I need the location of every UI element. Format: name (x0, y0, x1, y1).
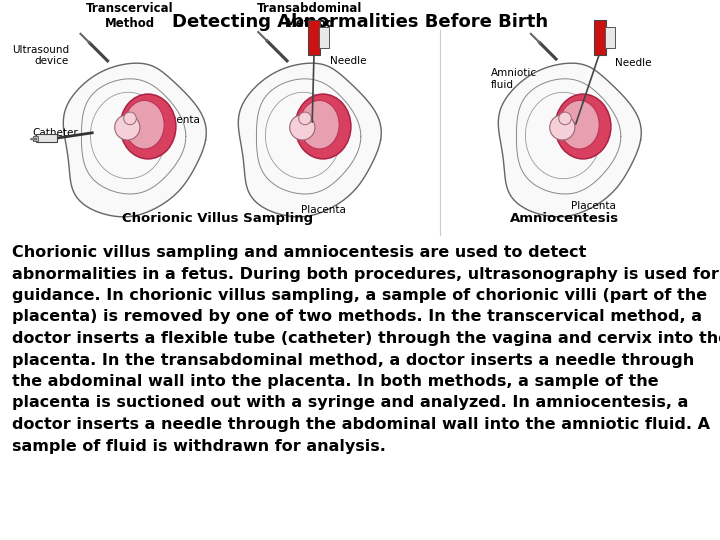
Text: Placenta: Placenta (572, 201, 616, 211)
Polygon shape (63, 63, 206, 217)
FancyBboxPatch shape (308, 20, 320, 55)
Ellipse shape (559, 100, 599, 149)
Text: Transcervical
Method: Transcervical Method (86, 2, 174, 30)
Text: Detecting Abnormalities Before Birth: Detecting Abnormalities Before Birth (172, 13, 548, 31)
Circle shape (114, 115, 140, 140)
Text: Catheter: Catheter (33, 128, 78, 138)
Circle shape (549, 115, 575, 140)
Text: Placenta: Placenta (300, 205, 346, 215)
Text: Amniocentesis: Amniocentesis (510, 212, 620, 225)
Text: Needle: Needle (616, 58, 652, 69)
FancyBboxPatch shape (595, 20, 606, 55)
FancyBboxPatch shape (36, 134, 57, 143)
FancyBboxPatch shape (606, 27, 615, 48)
Text: the abdominal wall into the placenta. In both methods, a sample of the: the abdominal wall into the placenta. In… (12, 374, 659, 389)
Ellipse shape (555, 94, 611, 159)
Polygon shape (30, 138, 37, 140)
Text: Chorionic villus sampling and amniocentesis are used to detect: Chorionic villus sampling and amniocente… (12, 245, 586, 260)
Text: Needle: Needle (330, 56, 366, 66)
Text: doctor inserts a flexible tube (catheter) through the vagina and cervix into the: doctor inserts a flexible tube (catheter… (12, 331, 720, 346)
Text: placenta) is removed by one of two methods. In the transcervical method, a: placenta) is removed by one of two metho… (12, 309, 702, 325)
Circle shape (299, 112, 311, 125)
Text: guidance. In chorionic villus sampling, a sample of chorionic villi (part of the: guidance. In chorionic villus sampling, … (12, 288, 707, 303)
Polygon shape (498, 63, 642, 217)
FancyBboxPatch shape (319, 27, 329, 48)
Text: Transabdominal
Method: Transabdominal Method (257, 2, 363, 30)
FancyBboxPatch shape (32, 136, 37, 140)
Circle shape (289, 115, 315, 140)
Text: Amniotic
fluid: Amniotic fluid (491, 68, 537, 90)
Text: placenta is suctioned out with a syringe and analyzed. In amniocentesis, a: placenta is suctioned out with a syringe… (12, 395, 688, 410)
Text: doctor inserts a needle through the abdominal wall into the amniotic fluid. A: doctor inserts a needle through the abdo… (12, 417, 710, 432)
Ellipse shape (125, 100, 164, 149)
Polygon shape (238, 63, 382, 217)
Text: Ultrasound
device: Ultrasound device (12, 45, 69, 66)
Text: sample of fluid is withdrawn for analysis.: sample of fluid is withdrawn for analysi… (12, 438, 386, 454)
Text: Placenta: Placenta (156, 115, 200, 125)
Circle shape (559, 112, 571, 125)
Text: abnormalities in a fetus. During both procedures, ultrasonography is used for: abnormalities in a fetus. During both pr… (12, 267, 719, 281)
Circle shape (124, 112, 136, 125)
Ellipse shape (295, 94, 351, 159)
Ellipse shape (300, 100, 339, 149)
Ellipse shape (120, 94, 176, 159)
Text: placenta. In the transabdominal method, a doctor inserts a needle through: placenta. In the transabdominal method, … (12, 353, 694, 368)
Text: Chorionic Villus Sampling: Chorionic Villus Sampling (122, 212, 313, 225)
